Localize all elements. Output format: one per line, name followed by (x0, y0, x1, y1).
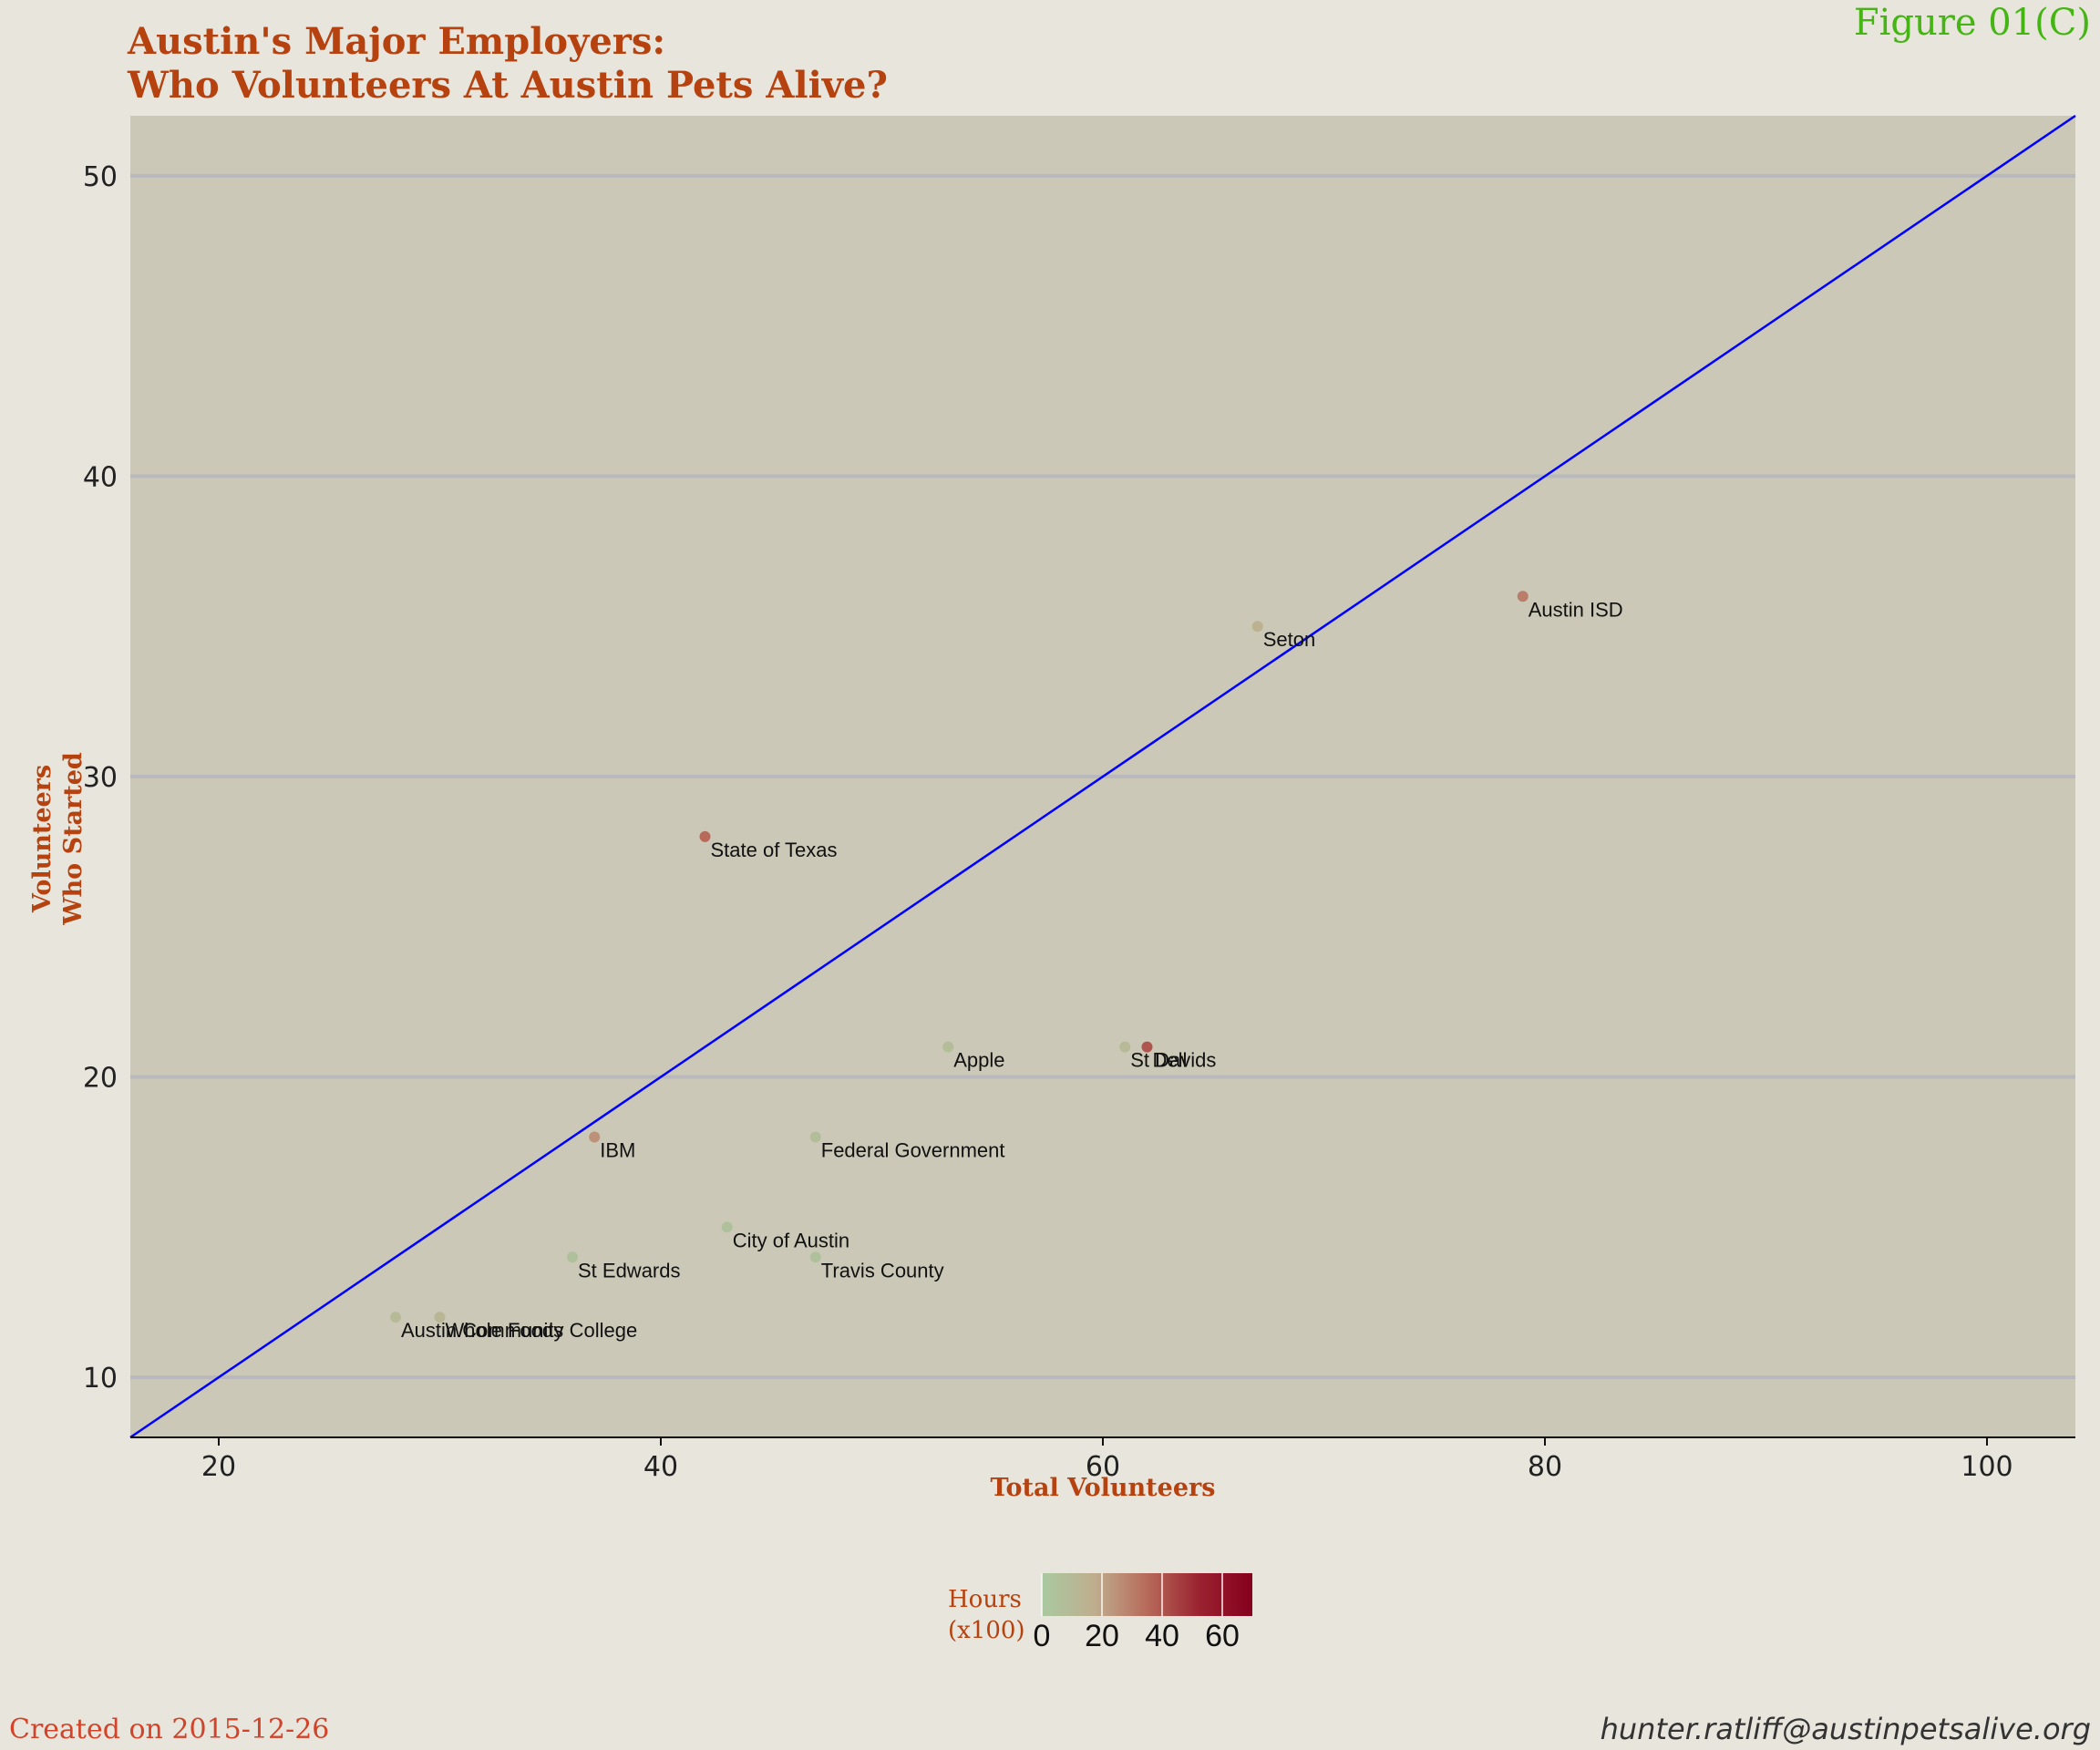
point-label: Dell (1153, 1049, 1188, 1072)
point-label: Apple (953, 1049, 1004, 1072)
point-label: St Edwards (578, 1259, 681, 1282)
legend-tick-label: 20 (1085, 1619, 1119, 1653)
gridlines (130, 173, 2075, 1380)
point-label: Travis County (821, 1259, 944, 1282)
legend-title-line1: Hours (948, 1586, 1022, 1613)
data-point (434, 1312, 446, 1323)
x-axis-label: Total Volunteers (990, 1474, 1216, 1502)
point-label: IBM (600, 1138, 635, 1161)
point-label: City of Austin (733, 1229, 849, 1251)
y-axis-label-line1: Volunteers (28, 764, 57, 913)
created-date: Created on 2015-12-26 (9, 1714, 330, 1745)
figure-label: Figure 01(C) (1853, 2, 2091, 44)
y-axis-ticks: 10 20 30 40 50 (83, 161, 118, 1395)
legend-tick-mark (1161, 1573, 1163, 1616)
chart-title-line2: Who Volunteers At Austin Pets Alive? (128, 64, 888, 107)
author-email: hunter.ratliff@austinpetsalive.org (1600, 1712, 2091, 1746)
x-tick-label: 20 (201, 1451, 236, 1483)
x-tick-label: 60 (1086, 1451, 1120, 1483)
data-point (1251, 621, 1263, 633)
x-tick-label: 80 (1528, 1451, 1562, 1483)
chart-title-line1: Austin's Major Employers: (128, 20, 666, 63)
point-label: St Davids (1130, 1049, 1216, 1072)
y-tick-label: 30 (83, 762, 118, 794)
legend-title-line2: (x100) (948, 1617, 1025, 1644)
point-label: Austin ISD (1529, 598, 1623, 621)
y-tick-label: 10 (83, 1363, 118, 1395)
color-legend-title: Hours (x100) (948, 1584, 1025, 1646)
data-points (390, 591, 1529, 1323)
point-label: Seton (1263, 628, 1316, 651)
chart-title: Austin's Major Employers: Who Volunteers… (128, 20, 888, 108)
data-point (721, 1221, 733, 1233)
data-point (1141, 1041, 1153, 1053)
x-tick-label: 100 (1961, 1451, 2012, 1483)
legend-tick-mark (1101, 1573, 1103, 1616)
data-point (390, 1312, 401, 1323)
data-point (567, 1251, 578, 1263)
x-axis-ticks: 20 40 60 80 100 (201, 1437, 2013, 1483)
y-axis-label: Volunteers Who Started (27, 725, 89, 952)
data-point (1119, 1041, 1131, 1053)
color-legend-bar (1041, 1573, 1252, 1616)
y-axis-label-line2: Who Started (59, 752, 88, 925)
point-label: Federal Government (821, 1138, 1005, 1161)
point-label: State of Texas (711, 839, 838, 861)
reference-line (129, 114, 2076, 1439)
y-tick-label: 50 (83, 161, 118, 193)
data-point (699, 830, 711, 842)
legend-tick-label: 0 (1033, 1619, 1051, 1653)
data-point (809, 1131, 821, 1143)
y-tick-label: 40 (83, 461, 118, 493)
x-tick-label: 40 (643, 1451, 678, 1483)
legend-tick-label: 40 (1145, 1619, 1179, 1653)
data-point (942, 1041, 954, 1053)
point-label: Austin Community College (401, 1319, 637, 1342)
data-point (809, 1251, 821, 1263)
point-label: Whole Foods (446, 1319, 564, 1342)
legend-tick-mark (1041, 1573, 1043, 1616)
data-point (589, 1131, 601, 1143)
point-labels: Austin ISD Seton State of Texas Apple St Dav… (401, 598, 1623, 1342)
legend-tick-label: 60 (1205, 1619, 1240, 1653)
legend-tick-mark (1221, 1573, 1223, 1616)
data-point (1517, 591, 1529, 602)
y-tick-label: 20 (83, 1063, 118, 1095)
